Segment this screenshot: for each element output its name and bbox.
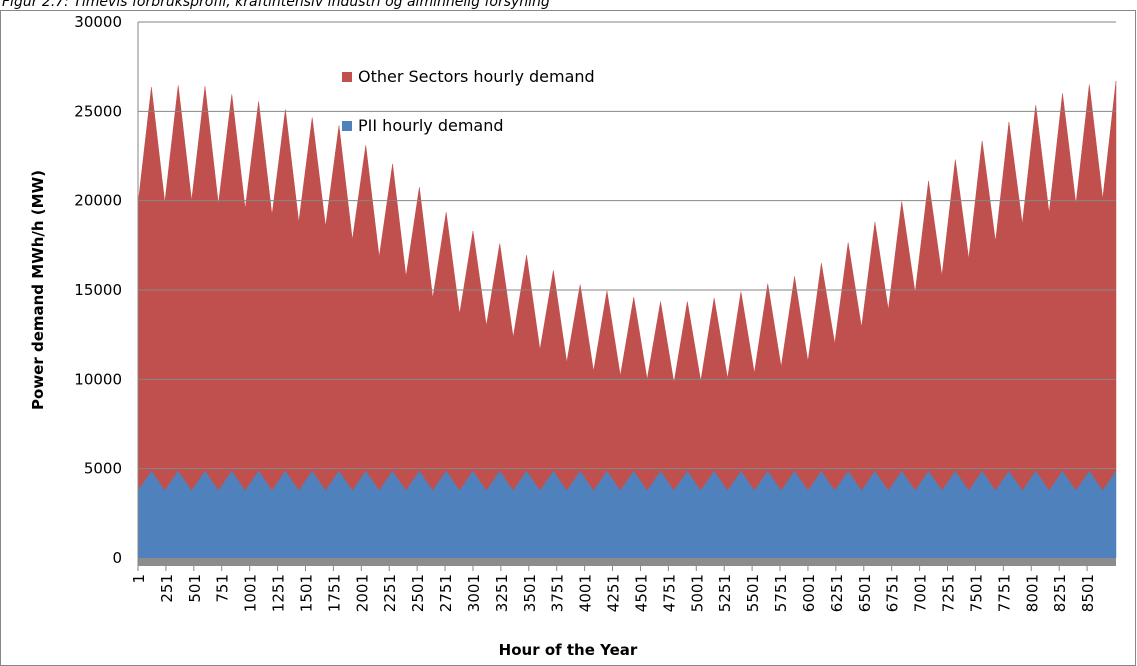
x-tick-label: 5251 <box>716 574 734 612</box>
x-tick-label: 4501 <box>632 574 650 612</box>
x-tick-label: 7251 <box>940 574 958 612</box>
y-axis-title: Power demand MWh/h (MW) <box>29 170 47 410</box>
y-tick-label: 20000 <box>74 192 122 210</box>
legend-swatch <box>342 72 352 82</box>
x-tick-label: 8001 <box>1023 574 1041 612</box>
legend-swatch <box>342 121 352 131</box>
x-tick-label: 4251 <box>605 574 623 612</box>
x-tick-label: 1001 <box>242 574 260 612</box>
x-tick-label: 1501 <box>297 574 315 612</box>
x-tick-label: 251 <box>158 574 176 603</box>
x-tick-label: 3251 <box>493 574 511 612</box>
x-tick-label: 3751 <box>549 574 567 612</box>
legend-label: PII hourly demand <box>358 116 504 135</box>
x-axis-floor <box>138 558 1116 566</box>
x-tick-label: 8501 <box>1079 574 1097 612</box>
x-tick-label: 5001 <box>688 574 706 612</box>
legend-label: Other Sectors hourly demand <box>358 67 595 86</box>
x-tick-label: 2501 <box>409 574 427 612</box>
x-tick-label: 4751 <box>660 574 678 612</box>
y-tick-label: 30000 <box>74 13 122 31</box>
x-tick-label: 5751 <box>772 574 790 612</box>
x-tick-label: 2001 <box>353 574 371 612</box>
y-tick-label: 10000 <box>74 370 122 388</box>
y-tick-label: 15000 <box>74 281 122 299</box>
x-tick-label: 6501 <box>856 574 874 612</box>
x-tick-label: 1251 <box>270 574 288 612</box>
area <box>137 80 1117 491</box>
x-tick-label: 6001 <box>800 574 818 612</box>
y-tick-label: 25000 <box>74 102 122 120</box>
x-tick-label: 2251 <box>381 574 399 612</box>
x-tick-label: 5501 <box>744 574 762 612</box>
chart-title: Figur 2.7: Timevis forbruksprofil, kraft… <box>2 0 550 10</box>
x-tick-label: 1 <box>130 574 148 584</box>
y-tick-label: 5000 <box>84 460 122 478</box>
x-tick-label: 7001 <box>912 574 930 612</box>
x-tick-label: 1751 <box>325 574 343 612</box>
y-tick-label: 0 <box>112 549 122 567</box>
x-tick-label: 7501 <box>967 574 985 612</box>
x-tick-label: 751 <box>214 574 232 603</box>
x-tick-label: 7751 <box>995 574 1013 612</box>
x-tick-label: 8251 <box>1051 574 1069 612</box>
x-tick-label: 3501 <box>521 574 539 612</box>
x-tick-label: 501 <box>186 574 204 603</box>
x-tick-label: 4001 <box>577 574 595 612</box>
x-axis-title: Hour of the Year <box>499 641 638 659</box>
x-tick-label: 6751 <box>884 574 902 612</box>
x-tick-label: 2751 <box>437 574 455 612</box>
x-tick-label: 3001 <box>465 574 483 612</box>
x-tick-label: 6251 <box>828 574 846 612</box>
